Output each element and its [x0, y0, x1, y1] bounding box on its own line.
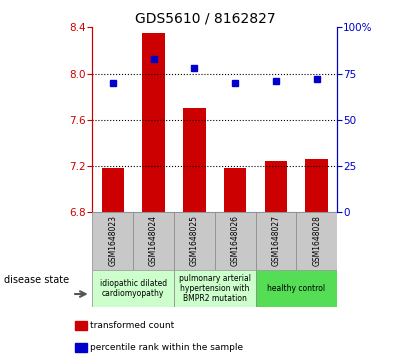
Text: disease state: disease state [4, 274, 69, 285]
Bar [133, 212, 174, 270]
Text: GSM1648024: GSM1648024 [149, 215, 158, 266]
Bar [92, 212, 133, 270]
Bar [265, 162, 287, 212]
Text: GSM1648023: GSM1648023 [109, 215, 118, 266]
Bar [215, 212, 256, 270]
Bar [174, 212, 215, 270]
Bar [305, 159, 328, 212]
Bar [102, 168, 124, 212]
Text: GSM1648028: GSM1648028 [312, 215, 321, 266]
Bar [183, 108, 206, 212]
Bar [74, 321, 86, 330]
Bar [74, 343, 86, 352]
Text: idiopathic dilated
cardiomyopathy: idiopathic dilated cardiomyopathy [100, 279, 167, 298]
Bar [142, 33, 165, 212]
Bar [296, 212, 337, 270]
Text: transformed count: transformed count [90, 321, 175, 330]
Bar [256, 212, 296, 270]
Bar [256, 270, 337, 307]
Text: healthy control: healthy control [267, 284, 326, 293]
Text: GSM1648025: GSM1648025 [190, 215, 199, 266]
Text: GSM1648027: GSM1648027 [271, 215, 280, 266]
Text: pulmonary arterial
hypertension with
BMPR2 mutation: pulmonary arterial hypertension with BMP… [179, 274, 251, 303]
Text: percentile rank within the sample: percentile rank within the sample [90, 343, 244, 352]
Text: GSM1648026: GSM1648026 [231, 215, 240, 266]
Bar [92, 270, 174, 307]
Text: GDS5610 / 8162827: GDS5610 / 8162827 [135, 12, 276, 26]
Bar [174, 270, 256, 307]
Bar [224, 168, 246, 212]
